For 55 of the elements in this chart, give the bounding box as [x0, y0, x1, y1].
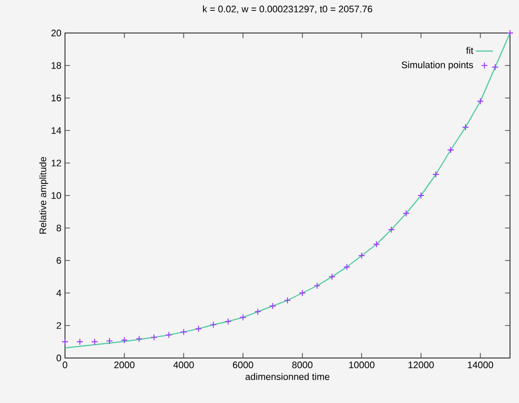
- point: [388, 226, 395, 234]
- legend-label: fit: [466, 46, 474, 54]
- point: [506, 30, 514, 36]
- point: [224, 318, 232, 325]
- point: [269, 302, 276, 310]
- y-tick-label: 2: [56, 322, 62, 329]
- point: [314, 282, 321, 290]
- x-tick-label: 12000: [408, 362, 434, 368]
- point: [210, 321, 217, 328]
- point: [462, 124, 469, 131]
- point: [492, 64, 499, 71]
- point: [62, 338, 68, 346]
- point: [358, 252, 366, 260]
- point: [284, 296, 291, 304]
- x-tick-label: 0: [62, 362, 68, 368]
- point: [418, 192, 424, 199]
- point: [120, 336, 128, 344]
- point: [136, 335, 143, 342]
- legend-label: Simulation points: [402, 61, 474, 70]
- point: [373, 240, 380, 248]
- x-tick-label: 4000: [173, 362, 194, 368]
- point: [447, 146, 454, 154]
- point: [298, 290, 306, 296]
- point: [91, 338, 98, 346]
- y-tick-label: 6: [56, 257, 62, 264]
- point: [76, 338, 84, 346]
- point: [254, 308, 262, 316]
- x-axis-title: adimensionned time: [246, 373, 330, 380]
- point: [180, 328, 188, 336]
- y-tick-label: 0: [56, 354, 62, 362]
- y-tick-label: 18: [52, 62, 62, 69]
- y-tick-label: 10: [52, 192, 62, 199]
- y-tick-label: 14: [52, 127, 62, 134]
- y-tick-label: 8: [56, 224, 62, 232]
- y-tick-label: 4: [56, 290, 62, 296]
- point: [150, 334, 158, 341]
- point: [343, 264, 350, 270]
- point: [476, 98, 484, 105]
- point: [240, 314, 246, 321]
- point: [165, 331, 172, 338]
- x-tick-label: 6000: [232, 362, 254, 368]
- y-axis-title: Relative amplitude: [39, 157, 48, 234]
- y-tick-label: 12: [52, 160, 62, 166]
- x-tick-label: 10000: [349, 362, 374, 368]
- point: [106, 337, 113, 344]
- point: [432, 170, 440, 178]
- point: [195, 325, 202, 332]
- x-tick-label: 2000: [114, 362, 134, 368]
- y-tick-label: 20: [51, 30, 62, 36]
- chart-title: k = 0.02, w = 0.000231297, t0 = 2057.76: [203, 5, 372, 14]
- y-tick-label: 16: [52, 94, 62, 102]
- point: [402, 210, 410, 217]
- x-tick-label: 14000: [468, 362, 494, 368]
- point: [328, 273, 336, 280]
- x-tick-label: 8000: [292, 362, 312, 368]
